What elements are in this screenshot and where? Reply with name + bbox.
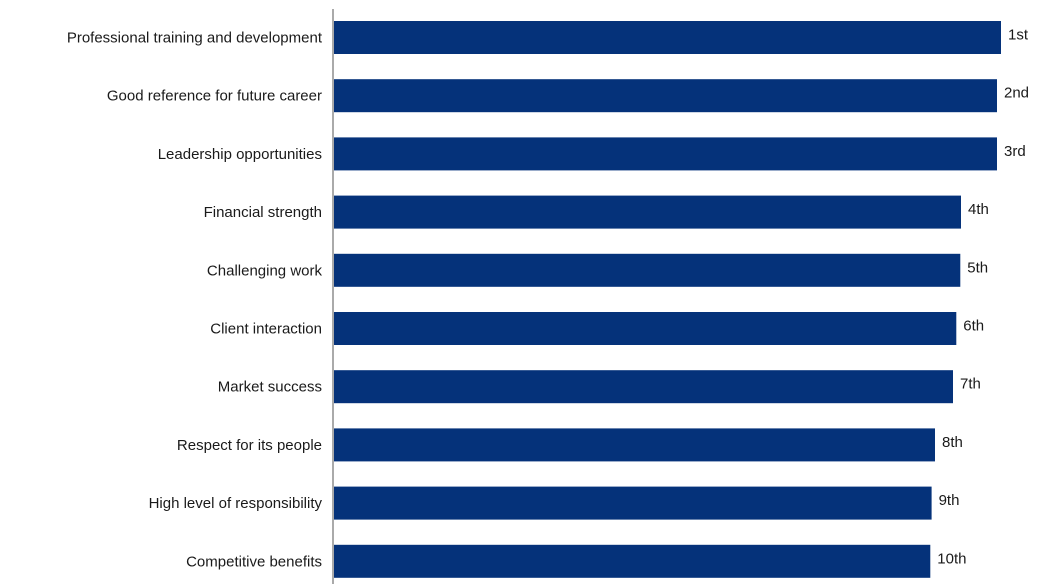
bar (334, 195, 961, 229)
rank-label: 3rd (1004, 143, 1026, 160)
category-label: Professional training and development (67, 30, 323, 47)
rank-label: 6th (963, 318, 984, 335)
rank-label: 8th (942, 434, 963, 451)
category-label: Respect for its people (177, 437, 322, 454)
rank-label: 1st (1008, 27, 1029, 44)
category-label: Market success (218, 379, 322, 396)
rank-label: 2nd (1004, 85, 1029, 102)
bar (334, 428, 935, 462)
category-label: High level of responsibility (149, 495, 323, 512)
category-label: Challenging work (207, 262, 323, 279)
bar (334, 137, 997, 171)
category-label: Leadership opportunities (158, 146, 322, 163)
bars-layer (334, 21, 1001, 578)
category-labels-layer: Professional training and development Goo… (67, 30, 323, 571)
rank-labels-layer: 1st 2nd 3rd 4th 5th 6th 7th 8th 9th 10th (937, 27, 1029, 568)
rank-label: 5th (967, 259, 988, 276)
category-label: Financial strength (204, 204, 322, 221)
rank-label: 4th (968, 201, 989, 218)
category-label: Competitive benefits (186, 553, 322, 570)
bar (334, 370, 953, 404)
bar (334, 486, 932, 520)
bar (334, 79, 997, 113)
rank-label: 7th (960, 376, 981, 393)
bar (334, 544, 931, 578)
category-label: Good reference for future career (107, 88, 322, 105)
bar (334, 21, 1001, 54)
rank-label: 10th (937, 550, 966, 567)
category-label: Client interaction (210, 321, 322, 338)
rank-label: 9th (939, 492, 960, 509)
bar (334, 253, 961, 287)
bar (334, 312, 957, 345)
